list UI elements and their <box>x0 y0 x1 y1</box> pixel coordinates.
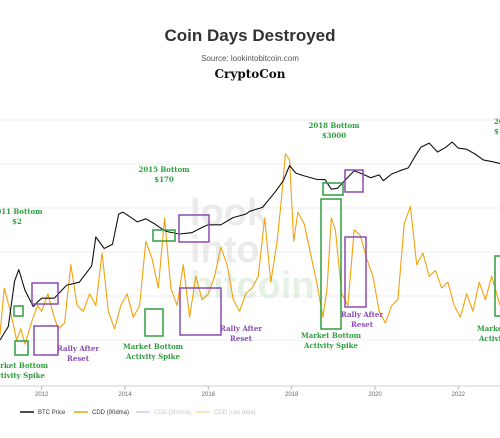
market-bottom-box-2022 <box>494 255 500 317</box>
label-mb-right-1: Market <box>477 324 500 333</box>
label-2015-bottom-1: 2015 Bottom <box>138 165 190 174</box>
label-rally-3-2: Reset <box>351 320 374 329</box>
label-rally-2-1: Rally After <box>220 324 262 333</box>
label-mb-left-1: Market Bottom <box>0 361 49 370</box>
watermark-line-3: bitcoin <box>190 265 315 307</box>
x-tick-label: 2014 <box>118 392 132 398</box>
label-rally-2-2: Reset <box>230 334 253 343</box>
x-tick-label: 2020 <box>368 392 382 398</box>
label-2018-bottom-1: 2018 Bottom <box>308 121 360 130</box>
chart-source: Source: lookintobitcoin.com <box>201 54 299 63</box>
label-2011-bottom-2: $2 <box>12 217 22 226</box>
legend-label-btc-price[interactable]: BTC Price <box>38 410 66 416</box>
label-rally-3-1: Rally After <box>341 310 383 319</box>
chart-author: CryptoCon <box>214 67 286 81</box>
rally-reset-box-2016 <box>179 287 222 336</box>
legend: BTC Price CDD (90dma) CDD (30dma) CDD (r… <box>20 410 256 416</box>
x-tick-label: 2022 <box>452 392 466 398</box>
label-mb-2015-1: Market Bottom <box>123 342 184 351</box>
label-2022-bottom-2: $1 <box>494 127 500 136</box>
market-bottom-box-2011 <box>14 340 29 356</box>
market-bottom-box-2018 <box>320 198 342 330</box>
label-rally-1-2: Reset <box>67 354 90 363</box>
legend-label-cdd-raw[interactable]: CDD (raw data) <box>214 410 256 416</box>
reset-boxes <box>31 169 367 356</box>
reset-box-2015-price <box>178 214 210 243</box>
label-mb-left-2: Activity Spike <box>0 371 46 380</box>
legend-label-cdd-30dma[interactable]: CDD (30dma) <box>154 410 191 416</box>
series-line-cdd-90dma <box>0 153 500 345</box>
label-mb-2018-2: Activity Spike <box>303 341 359 350</box>
watermark: look into bitcoin <box>190 192 315 307</box>
bottom-box-2018-price <box>322 182 344 196</box>
series-layer <box>0 141 500 345</box>
x-tick-label: 2018 <box>285 392 299 398</box>
label-rally-1-1: Rally After <box>57 344 99 353</box>
chart-title: Coin Days Destroyed <box>164 26 336 45</box>
series-line-btc-price <box>0 141 500 341</box>
label-2018-bottom-2: $3000 <box>322 131 346 140</box>
watermark-line-2: into <box>190 229 260 271</box>
label-mb-2018-1: Market Bottom <box>301 331 362 340</box>
x-tick-label: 2012 <box>35 392 49 398</box>
label-2015-bottom-2: $170 <box>154 175 174 184</box>
reset-box-2019-price <box>344 169 364 193</box>
rally-reset-box-2019 <box>344 236 367 308</box>
legend-label-cdd-90dma[interactable]: CDD (90dma) <box>92 410 129 416</box>
x-axis-ticks: 2012 2014 2016 2018 2020 2022 <box>35 386 466 398</box>
label-mb-2015-2: Activity Spike <box>125 352 181 361</box>
market-bottom-box-2015 <box>144 308 164 337</box>
x-tick-label: 2016 <box>202 392 216 398</box>
annotations: 2011 Bottom $2 2015 Bottom $170 2018 Bot… <box>0 117 500 380</box>
bottom-box-2011-price <box>13 305 24 317</box>
label-2011-bottom-1: 2011 Bottom <box>0 207 43 216</box>
rally-reset-box-2012 <box>33 325 59 356</box>
reset-box-2012-price <box>31 282 59 305</box>
bottom-box-2015-price <box>152 229 176 242</box>
label-mb-right-2: Activi <box>478 334 500 343</box>
bottom-boxes <box>13 182 500 356</box>
grid-lines <box>0 119 500 341</box>
label-2022-bottom-1: 2022 <box>494 117 500 126</box>
